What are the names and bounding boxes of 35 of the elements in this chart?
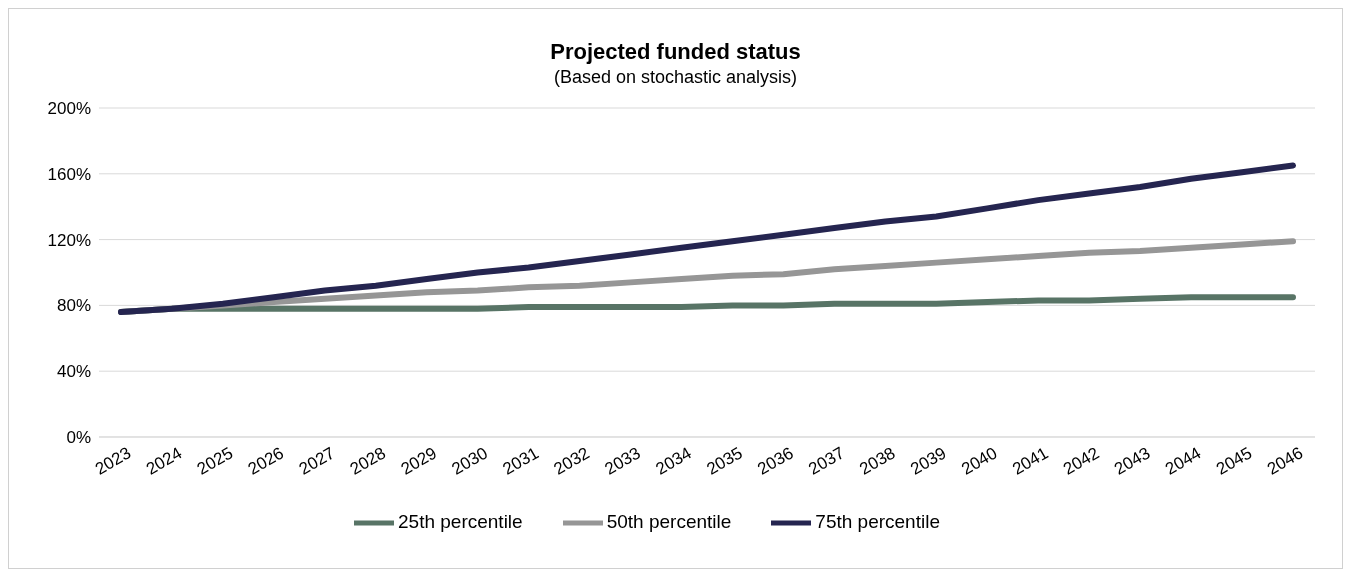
legend-label: 75th percentile	[815, 511, 940, 533]
legend-label: 50th percentile	[606, 511, 732, 533]
x-tick-label: 2044	[1162, 443, 1205, 479]
y-tick-label: 200%	[47, 99, 91, 119]
x-tick-label: 2045	[1212, 443, 1256, 479]
y-tick-label: 160%	[47, 164, 91, 184]
x-tick-label: 2046	[1263, 443, 1307, 479]
x-tick-label: 2033	[601, 443, 644, 479]
x-tick-label: 2039	[907, 443, 950, 479]
x-tick-label: 2043	[1111, 443, 1154, 479]
x-tick-label: 2038	[856, 443, 899, 479]
x-tick-label: 2029	[397, 443, 440, 479]
x-tick-label: 2032	[550, 443, 593, 479]
x-tick-label: 2037	[805, 443, 848, 479]
x-tick-label: 2035	[703, 443, 746, 479]
legend-label: 25th percentile	[398, 511, 523, 533]
x-tick-label: 2036	[754, 443, 797, 479]
y-tick-label: 120%	[47, 230, 91, 250]
x-tick-label: 2026	[244, 443, 288, 479]
chart-title: Projected funded status	[549, 39, 802, 65]
x-tick-label: 2027	[295, 443, 339, 479]
y-tick-label: 40%	[56, 362, 91, 382]
chart-subtitle: (Based on stochastic analysis)	[552, 67, 799, 88]
x-tick-label: 2031	[499, 443, 542, 479]
x-tick-label: 2025	[193, 443, 237, 479]
x-tick-label: 2030	[448, 443, 491, 479]
x-tick-label: 2042	[1060, 443, 1103, 479]
x-tick-label: 2028	[346, 443, 389, 479]
x-tick-label: 2023	[91, 443, 135, 479]
x-tick-label: 2040	[958, 443, 1001, 479]
x-tick-label: 2024	[142, 443, 186, 479]
y-tick-label: 80%	[56, 296, 91, 316]
x-tick-label: 2041	[1009, 443, 1052, 479]
y-tick-label: 0%	[66, 428, 91, 448]
x-tick-label: 2034	[652, 443, 695, 479]
